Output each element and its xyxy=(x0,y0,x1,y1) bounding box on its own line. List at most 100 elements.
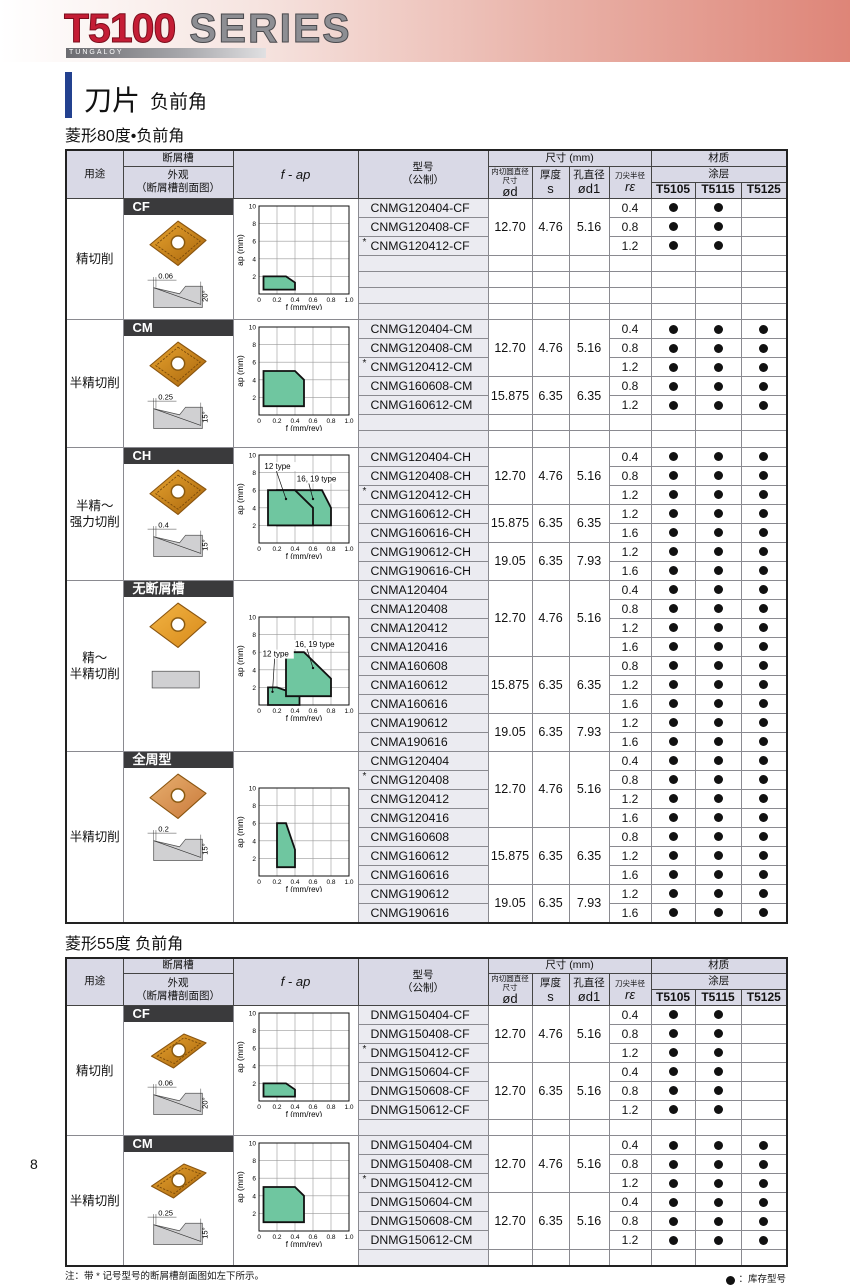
header-model-text: （公制） xyxy=(402,174,444,187)
rake-angle-line xyxy=(153,1094,201,1112)
corner-radius-value: 0.4 xyxy=(621,449,639,464)
f-ap-graph: 0 0.2 0.4 0.6 0.8 1.0 2 4 6 8 10 f (mm/rev) ap (mm) xyxy=(235,786,354,893)
model-number: DNMG150612-CF xyxy=(370,1103,470,1118)
inscribed-diameter-value: 12.70 xyxy=(494,468,526,483)
inscribed-diameter-value: 15.875 xyxy=(490,516,530,531)
stock-dot-icon xyxy=(668,202,678,212)
stock-dot-icon xyxy=(759,717,769,727)
stock-dot-icon xyxy=(713,400,723,410)
stock-dot-icon xyxy=(713,736,723,746)
header-inscribed-diameter: 内切圆直径 尺寸 ød xyxy=(487,973,533,1007)
stock-dot-icon xyxy=(713,1178,723,1188)
model-number: CNMA120412 xyxy=(370,620,448,635)
table-row: CNMA120416 1.6 xyxy=(66,636,788,657)
inscribed-diameter-cell: 12.70 xyxy=(487,1005,533,1064)
corner-radius-cell: 1.2 xyxy=(608,883,652,904)
corner-radius-cell: 1.6 xyxy=(608,693,652,714)
y-tick-label: 2 xyxy=(252,523,256,530)
stock-cell-t5125 xyxy=(740,446,788,467)
usage-label: 精切削 xyxy=(75,1063,114,1078)
model-number: CNMA120404 xyxy=(370,582,448,597)
x-tick-label: 0.8 xyxy=(326,1234,335,1241)
f-ap-graph: 0 0.2 0.4 0.6 0.8 1.0 2 4 6 8 10 f (mm/rev) ap (mm) xyxy=(235,203,354,310)
stock-cell-t5115 xyxy=(694,376,742,397)
thickness-value: 4.76 xyxy=(538,468,563,483)
corner-radius-cell: 0.8 xyxy=(608,826,652,847)
stock-cell-t5125 xyxy=(740,197,788,218)
footer-row: 注：带 * 记号型号的断屑槽剖面图如左下所示。 ：库存型号 xyxy=(65,1271,786,1286)
chipbreaker-profile: 0.25 15° xyxy=(147,1209,210,1246)
logo-sub: SERIES xyxy=(189,5,352,51)
stock-cell-t5115 xyxy=(694,712,742,733)
stock-cell-t5115 xyxy=(694,270,742,288)
table-row: 精～ 半精切削 无断屑槽 0 0.2 0.4 0.6 0.8 1.0 2 4 6 8 10 f (mm/r… xyxy=(65,579,788,752)
stock-cell-t5125 xyxy=(740,617,788,638)
stock-cell-t5115 xyxy=(694,541,742,562)
stock-dot-icon xyxy=(713,812,723,822)
inscribed-diameter-cell: 12.70 xyxy=(487,750,533,828)
header-grade-t5105-text: T5105 xyxy=(656,182,691,196)
thickness-cell xyxy=(531,414,570,432)
hole-diameter-value: 5.16 xyxy=(576,611,602,626)
stock-cell-t5105 xyxy=(650,826,696,847)
corner-radius-cell: 0.8 xyxy=(608,1081,652,1102)
stock-cell-t5105 xyxy=(650,750,696,771)
model-cell: CNMA120404 xyxy=(357,579,489,600)
stock-cell-t5115 xyxy=(694,864,742,885)
stock-cell-t5115 xyxy=(694,254,742,272)
x-tick-label: 0.6 xyxy=(308,879,317,886)
corner-radius-cell: 1.6 xyxy=(608,636,652,657)
header-material-text: 材质 xyxy=(708,151,730,164)
header-material: 材质 xyxy=(650,957,788,975)
corner-radius-value: 1.2 xyxy=(621,677,639,692)
corner-radius-cell: 1.2 xyxy=(608,541,652,562)
thickness-cell: 6.35 xyxy=(531,1062,570,1121)
stock-dot-icon xyxy=(759,679,769,689)
thickness-cell xyxy=(531,270,570,288)
thickness-cell: 4.76 xyxy=(531,1005,570,1064)
page-title-sub: 负前角 xyxy=(150,92,208,113)
graph-cell: 0 0.2 0.4 0.6 0.8 1.0 2 4 6 8 10 f (mm/rev) ap (mm) xyxy=(232,319,359,448)
stock-cell-t5105 xyxy=(650,1192,696,1213)
stock-cell-t5125 xyxy=(740,465,788,486)
corner-radius-cell: 1.2 xyxy=(608,357,652,378)
stock-cell-t5115 xyxy=(694,357,742,378)
rake-angle-line xyxy=(153,840,201,858)
corner-radius-value: 1.6 xyxy=(621,905,639,920)
model-cell: CNMG120416 xyxy=(357,807,489,828)
model-mark: * xyxy=(362,1174,367,1186)
stock-dot-icon xyxy=(668,1029,678,1039)
model-cell: CNMG120408-CM xyxy=(357,338,489,359)
corner-radius-cell: 1.2 xyxy=(608,674,652,695)
stock-cell-t5125 xyxy=(740,598,788,619)
stock-cell-t5125 xyxy=(740,1024,788,1045)
stock-dot-icon xyxy=(668,451,678,461)
y-tick-label: 4 xyxy=(252,256,256,263)
model-number: DNMG150412-CM xyxy=(370,1176,473,1191)
model-cell: * DNMG150412-CM xyxy=(357,1173,489,1194)
y-tick-label: 8 xyxy=(252,803,256,810)
stock-cell-t5115 xyxy=(694,414,742,432)
stock-cell-t5115 xyxy=(694,1135,742,1156)
stock-cell-t5125 xyxy=(740,1081,788,1102)
hole-diameter-value: 7.93 xyxy=(576,896,602,911)
stock-cell-t5115 xyxy=(694,484,742,505)
legend-label: ：库存型号 xyxy=(738,1274,786,1285)
page-title-main: 刀片 xyxy=(84,85,141,116)
stock-dot-icon xyxy=(668,1197,678,1207)
chipbreaker-profile: 0.06 20° xyxy=(147,271,210,308)
table-row: CNMG160608-CM 15.875 6.35 6.35 0.8 xyxy=(66,376,788,416)
x-tick-label: 0.6 xyxy=(308,1104,317,1111)
header-f-ap-text: f - ap xyxy=(280,974,311,990)
x-tick-label: 0.2 xyxy=(272,879,281,886)
thickness-cell: 6.35 xyxy=(531,1192,570,1251)
stock-dot-icon xyxy=(713,1048,723,1058)
insert-image xyxy=(149,773,207,819)
y-tick-label: 4 xyxy=(252,505,256,512)
corner-radius-value: 1.6 xyxy=(621,639,639,654)
stock-cell-t5125 xyxy=(740,1005,788,1026)
model-number: CNMA160612 xyxy=(370,677,448,692)
inscribed-diameter-value: 12.70 xyxy=(494,1084,526,1099)
header-corner-radius-text: rε xyxy=(624,986,636,1002)
stock-cell-t5125 xyxy=(740,254,788,272)
